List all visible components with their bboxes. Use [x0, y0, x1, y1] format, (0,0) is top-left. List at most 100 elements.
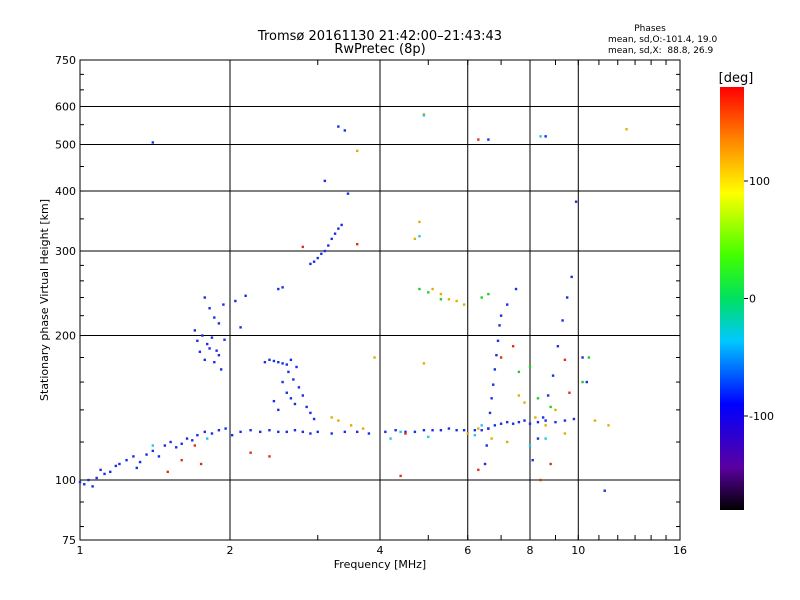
data-point	[293, 429, 297, 432]
y-tick-label: 300	[55, 245, 76, 258]
data-point	[570, 275, 573, 279]
data-point	[563, 432, 567, 435]
data-point	[191, 439, 194, 442]
data-point	[340, 223, 343, 227]
data-point	[343, 129, 347, 132]
data-point	[293, 402, 297, 406]
data-point	[327, 244, 330, 247]
data-point	[536, 420, 540, 424]
data-point	[193, 444, 197, 447]
data-point	[217, 353, 221, 357]
data-point	[574, 200, 578, 203]
data-point	[490, 437, 493, 440]
data-point	[205, 437, 209, 440]
data-point	[281, 286, 284, 289]
data-point	[215, 349, 218, 352]
data-point	[477, 468, 480, 472]
data-point	[109, 470, 112, 474]
data-point	[151, 444, 155, 447]
data-point	[514, 287, 518, 291]
data-point	[316, 430, 319, 434]
data-point	[487, 292, 490, 296]
colorbar-tick-label: -100	[749, 410, 774, 423]
data-points	[78, 113, 628, 492]
data-point	[399, 430, 402, 434]
data-point	[554, 420, 557, 424]
data-point	[309, 262, 312, 266]
data-point	[536, 397, 540, 400]
data-point	[487, 427, 490, 430]
data-point	[222, 303, 225, 306]
data-point	[355, 149, 359, 153]
data-point	[490, 397, 493, 400]
data-point	[549, 462, 552, 466]
x-tick-label: 6	[464, 544, 471, 557]
data-point	[323, 179, 327, 183]
data-point	[480, 296, 483, 299]
x-tick-label: 8	[527, 544, 534, 557]
data-point	[249, 451, 252, 454]
data-point	[492, 383, 495, 386]
data-point	[346, 192, 350, 195]
data-point	[394, 429, 397, 432]
data-point	[505, 303, 509, 306]
data-point	[563, 358, 567, 362]
y-axis-label: Stationary phase Virtual Height [km]	[38, 199, 51, 401]
data-point	[581, 356, 584, 359]
data-point	[488, 411, 492, 415]
data-point	[399, 474, 402, 478]
data-point	[556, 345, 560, 348]
data-point	[349, 424, 353, 427]
data-point	[213, 360, 216, 364]
data-point	[272, 359, 276, 363]
data-point	[83, 483, 86, 486]
data-point	[551, 374, 555, 377]
data-point	[163, 444, 167, 447]
x-tick-label: 1	[77, 544, 84, 557]
data-point	[224, 427, 227, 430]
data-point	[230, 433, 234, 437]
data-point	[151, 141, 155, 144]
data-point	[285, 363, 288, 366]
data-point	[496, 339, 500, 343]
data-point	[528, 422, 532, 425]
data-point	[297, 386, 301, 389]
data-point	[118, 462, 121, 466]
data-point	[337, 125, 340, 128]
phases-o-stats: mean, sd,O:-101.4, 19.0	[608, 35, 718, 45]
data-point	[114, 464, 118, 468]
data-point	[439, 292, 443, 296]
data-point	[455, 299, 458, 303]
data-point	[413, 237, 417, 241]
data-point	[268, 455, 271, 458]
chart-subtitle: RwPretec (8p)	[334, 42, 425, 57]
data-point	[422, 429, 426, 432]
data-point	[138, 460, 142, 464]
x-axis-label: Frequency [MHz]	[334, 558, 426, 571]
data-point	[166, 470, 169, 474]
data-point	[528, 444, 532, 447]
data-point	[517, 370, 521, 374]
data-point	[480, 429, 483, 432]
data-point	[208, 347, 211, 350]
data-point	[239, 326, 242, 329]
y-tick-label: 400	[55, 185, 76, 198]
data-point	[539, 478, 542, 482]
data-point	[389, 437, 392, 440]
data-point	[193, 329, 197, 332]
data-point	[505, 420, 509, 424]
data-point	[151, 449, 155, 453]
phases-heading: Phases	[634, 24, 666, 34]
data-point	[203, 430, 206, 434]
data-point	[549, 405, 552, 409]
data-point	[210, 432, 214, 435]
data-point	[219, 368, 223, 371]
data-point	[495, 353, 498, 357]
x-tick-label: 2	[227, 544, 234, 557]
data-point	[517, 394, 521, 397]
data-point	[565, 296, 569, 299]
data-point	[135, 466, 138, 470]
data-point	[561, 319, 564, 322]
data-point	[544, 437, 547, 440]
